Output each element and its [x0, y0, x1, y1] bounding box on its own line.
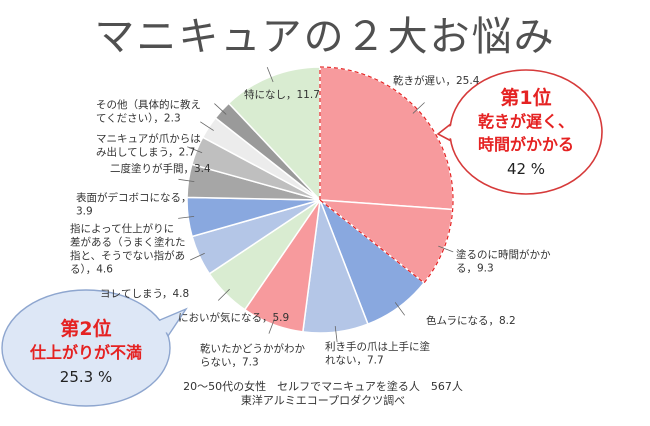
leader-line-other: [214, 103, 227, 115]
callout-bubble-second: [1, 289, 188, 407]
pie-slice-slow-drying: [319, 66, 454, 211]
slice-label-second-coat: 二度塗りが手間，3.4: [110, 162, 211, 175]
highlight-outline-first: [319, 66, 454, 284]
slice-label-overflow: マニキュアが爪からはみ出してしまう，2.7: [96, 132, 201, 159]
leader-line-smudge: [190, 252, 205, 261]
leader-line-second-coat: [187, 146, 203, 154]
source-line1: 20～50代の女性 セルフでマニキュアを塗る人 567人: [183, 380, 463, 393]
slice-label-finish-varies: 指によって仕上がりに差がある（うまく塗れた指と、そうでない指がある），4.6: [70, 222, 186, 276]
first-place-callout: 第1位 乾きが遅く、 時間がかかる 42 %: [463, 86, 589, 182]
slice-label-slow-drying: 乾きが遅い，25.4: [393, 74, 480, 87]
source-note: 20～50代の女性 セルフでマニキュアを塗る人 567人 東洋アルミエコープロダ…: [178, 380, 468, 408]
leader-line-none: [266, 66, 274, 83]
leader-line-overflow: [200, 121, 214, 131]
second-rank: 第2位: [60, 318, 112, 340]
leader-line-uneven-color: [394, 302, 406, 316]
slice-labels: 乾きが遅い，25.4 塗るのに時間がかかる，9.3 色ムラになる，8.2 利き手の爪は…: [70, 74, 551, 369]
first-rank: 第1位: [500, 87, 552, 109]
chart-title: マニキュアの２大お悩み: [94, 14, 556, 60]
leader-line-bumpy-surface: [178, 178, 195, 182]
second-desc-line1: 仕上がりが不満: [29, 343, 142, 362]
leader-line-smell: [217, 288, 230, 301]
slice-label-none: 特になし，11.7: [244, 89, 320, 101]
leader-line-finish-varies: [178, 216, 195, 219]
first-desc-line1: 乾きが遅く、: [477, 112, 574, 131]
source-line2: 東洋アルミエコープロダクツ調べ: [240, 394, 406, 407]
callout-bubble-first: [436, 69, 603, 195]
leader-line-takes-time: [438, 245, 454, 253]
pie-slices: [186, 66, 454, 334]
slice-label-smudge: ヨレてしまう，4.8: [100, 288, 189, 300]
slice-label-takes-time: 塗るのに時間がかかる，9.3: [456, 248, 551, 275]
slice-label-dominant-hand: 利き手の爪は上手に塗れない，7.7: [325, 340, 430, 367]
leader-line-dominant-hand: [334, 326, 338, 343]
first-percent: 42 %: [506, 160, 546, 178]
leader-line-unsure-dry: [268, 318, 275, 334]
slice-label-uneven-color: 色ムラになる，8.2: [426, 314, 516, 327]
leader-lines: [178, 66, 454, 343]
slice-label-smell: においが気になる，5.9: [178, 311, 289, 324]
second-percent: 25.3 %: [59, 368, 113, 386]
first-desc-line2: 時間がかかる: [477, 135, 574, 154]
slice-label-bumpy-surface: 表面がデコボコになる， 3.9: [76, 191, 192, 218]
second-place-callout: 第2位 仕上がりが不満 25.3 %: [24, 317, 148, 390]
slice-label-unsure-dry: 乾いたかどうかがわからない，7.3: [200, 342, 305, 369]
leader-line-slow-drying: [412, 102, 425, 114]
slice-label-other: その他（具体的に教えてください），2.3: [96, 98, 201, 125]
callout-ellipse-second: [1, 289, 171, 407]
